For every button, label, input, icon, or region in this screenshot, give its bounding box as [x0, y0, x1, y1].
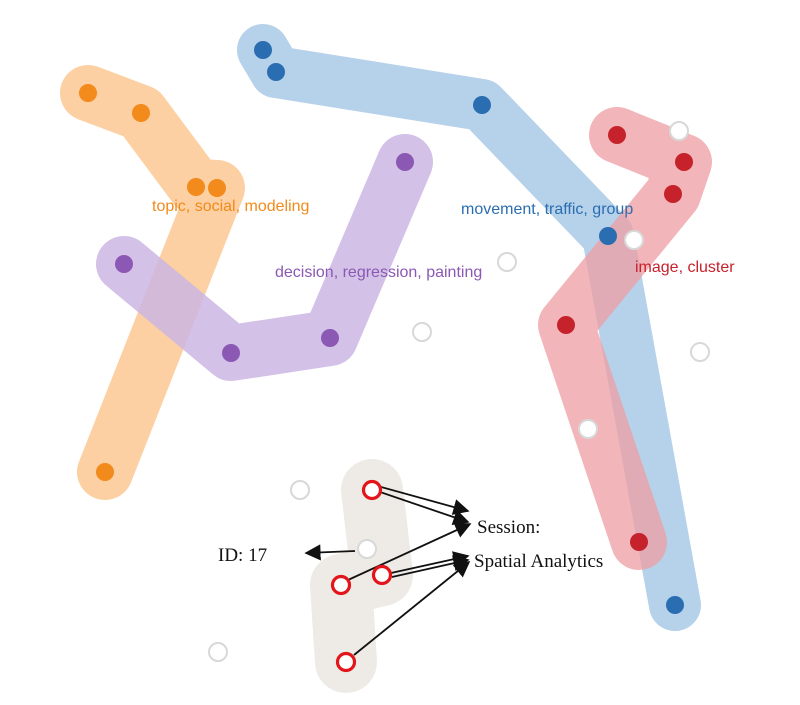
purple-point[interactable] — [396, 153, 414, 171]
orange-point[interactable] — [79, 84, 97, 102]
arrow-to-session — [379, 491, 470, 525]
cluster-label-purple: decision, regression, painting — [275, 264, 482, 281]
hull-selection — [310, 459, 413, 693]
selected-point[interactable] — [335, 651, 357, 673]
cluster-labels: topic, social, modeling movement, traffi… — [152, 198, 735, 281]
session-label: Session: — [477, 517, 540, 538]
empty-point[interactable] — [290, 480, 310, 500]
red-point[interactable] — [557, 316, 575, 334]
purple-point[interactable] — [321, 329, 339, 347]
purple-point[interactable] — [115, 255, 133, 273]
blue-point[interactable] — [473, 96, 491, 114]
selected-point[interactable] — [371, 564, 393, 586]
red-point[interactable] — [630, 533, 648, 551]
empty-point[interactable] — [624, 230, 644, 250]
blue-point[interactable] — [666, 596, 684, 614]
red-point[interactable] — [664, 185, 682, 203]
orange-point[interactable] — [187, 178, 205, 196]
empty-point[interactable] — [357, 539, 377, 559]
orange-point[interactable] — [96, 463, 114, 481]
empty-point[interactable] — [497, 252, 517, 272]
red-point[interactable] — [675, 153, 693, 171]
blue-point[interactable] — [254, 41, 272, 59]
blue-point[interactable] — [267, 63, 285, 81]
annotation-arrows — [304, 486, 472, 656]
hull-purple — [96, 134, 433, 381]
unassigned-points — [208, 121, 710, 662]
empty-point[interactable] — [578, 419, 598, 439]
arrow-to-id — [304, 544, 356, 561]
cluster-points — [79, 41, 693, 614]
cluster-label-red: image, cluster — [635, 259, 735, 276]
selected-point[interactable] — [361, 479, 383, 501]
orange-point[interactable] — [132, 104, 150, 122]
orange-point[interactable] — [208, 179, 226, 197]
empty-point[interactable] — [412, 322, 432, 342]
empty-point[interactable] — [208, 642, 228, 662]
annotation-text: ID: 17 Session: Spatial Analytics — [218, 517, 603, 572]
red-point[interactable] — [608, 126, 626, 144]
selected-point[interactable] — [330, 574, 352, 596]
empty-point[interactable] — [690, 342, 710, 362]
cluster-label-blue: movement, traffic, group — [461, 201, 633, 218]
id-label: ID: 17 — [218, 545, 267, 566]
arrow-to-session — [353, 560, 471, 656]
session-name: Spatial Analytics — [474, 551, 603, 572]
arrow-to-session — [347, 522, 472, 581]
empty-point[interactable] — [669, 121, 689, 141]
purple-point[interactable] — [222, 344, 240, 362]
blue-point[interactable] — [599, 227, 617, 245]
selected-points — [330, 479, 393, 673]
arrow-to-session — [380, 486, 470, 515]
cluster-label-orange: topic, social, modeling — [152, 198, 309, 215]
